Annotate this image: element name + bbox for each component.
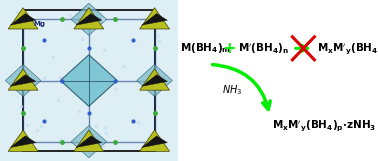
Polygon shape [10, 14, 36, 25]
Polygon shape [142, 136, 167, 147]
Polygon shape [74, 8, 104, 29]
Text: $\mathbf{M'(BH_4)_n}$: $\mathbf{M'(BH_4)_n}$ [238, 41, 289, 56]
Polygon shape [8, 130, 38, 151]
Polygon shape [139, 69, 169, 90]
Text: $\mathbf{M(BH_4)_m}$: $\mathbf{M(BH_4)_m}$ [180, 41, 231, 55]
Polygon shape [139, 130, 169, 151]
Polygon shape [139, 8, 169, 29]
Polygon shape [10, 75, 36, 86]
Polygon shape [76, 14, 102, 25]
Text: $\mathbf{M_xM'_y(BH_4)_p{\cdot}zNH_3}$: $\mathbf{M_xM'_y(BH_4)_p{\cdot}zNH_3}$ [272, 118, 376, 133]
Polygon shape [5, 64, 41, 97]
Text: $\mathbf{M_xM'_y(BH_4)_p}$: $\mathbf{M_xM'_y(BH_4)_p}$ [317, 41, 378, 56]
Polygon shape [142, 14, 167, 25]
Polygon shape [137, 64, 172, 97]
Text: Mg: Mg [33, 21, 45, 27]
Polygon shape [8, 8, 38, 29]
Polygon shape [71, 3, 107, 35]
Polygon shape [60, 55, 117, 106]
Polygon shape [10, 136, 36, 147]
Text: $\bf{+}$: $\bf{+}$ [222, 41, 235, 56]
Polygon shape [142, 75, 167, 86]
Polygon shape [76, 136, 102, 147]
Bar [23, 10, 155, 151]
Text: $\it{NH_3}$: $\it{NH_3}$ [222, 83, 242, 97]
Polygon shape [71, 126, 107, 158]
Polygon shape [8, 69, 38, 90]
Polygon shape [74, 130, 104, 151]
